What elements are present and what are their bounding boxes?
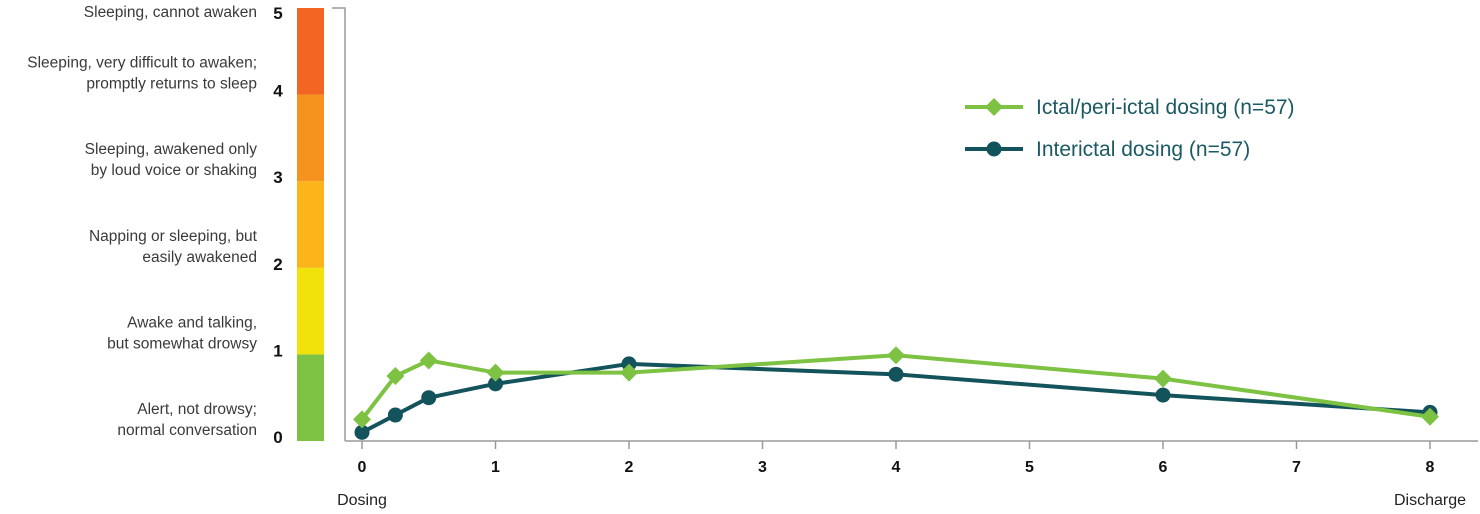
- level-description: Sleeping, very difficult to awaken;: [27, 55, 257, 72]
- level-description: by loud voice or shaking: [91, 162, 257, 179]
- data-point: [488, 376, 503, 392]
- legend-marker: [986, 141, 1002, 157]
- data-point: [888, 366, 904, 382]
- data-point: [1155, 387, 1171, 403]
- y-tick-label: 1: [273, 341, 282, 360]
- series-interictal: [354, 356, 1438, 440]
- series-line: [360, 353, 1431, 421]
- level-description: Napping or sleeping, but: [89, 228, 258, 245]
- y-tick-label: 5: [273, 4, 282, 23]
- level-description: easily awakened: [142, 249, 257, 266]
- level-description: Sleeping, cannot awaken: [84, 4, 257, 21]
- x-tick-label: 5: [1025, 459, 1034, 476]
- legend-label: Interictal dosing (n=57): [1036, 138, 1250, 161]
- x-axis-ticks: 0 1 2 3 4 5 6 7 8 Dosing Discharge: [337, 441, 1466, 509]
- level-description: Sleeping, awakened only: [85, 141, 258, 158]
- data-point: [354, 424, 370, 440]
- x-sublabel-discharge: Discharge: [1394, 492, 1466, 509]
- level-description: but somewhat drowsy: [107, 335, 257, 352]
- level-band-1: [297, 267, 324, 355]
- x-sublabel-dosing: Dosing: [337, 492, 387, 509]
- legend: Ictal/peri-ictal dosing (n=57) Interictal…: [965, 96, 1295, 161]
- level-band-4: [297, 8, 324, 95]
- x-tick-label: 2: [625, 459, 634, 476]
- series: [353, 346, 1439, 440]
- level-description: normal conversation: [117, 422, 257, 439]
- y-tick-label: 0: [273, 428, 282, 447]
- data-point: [887, 346, 905, 365]
- level-description: Alert, not drowsy;: [137, 401, 257, 418]
- x-tick-label: 6: [1159, 459, 1168, 476]
- data-point: [1154, 369, 1172, 388]
- data-point: [386, 367, 405, 386]
- legend-item: Interictal dosing (n=57): [965, 138, 1250, 161]
- legend-item: Ictal/peri-ictal dosing (n=57): [965, 96, 1295, 119]
- drowsiness-level-scale: 0 Alert, not drowsy; normal conversation 1A…: [27, 4, 324, 447]
- y-axis-line: [332, 7, 346, 441]
- data-point: [1421, 407, 1439, 426]
- level-description: promptly returns to sleep: [86, 76, 257, 93]
- y-tick-label: 4: [273, 82, 283, 101]
- x-tick-label: 3: [758, 459, 767, 476]
- x-tick-label: 7: [1292, 459, 1301, 476]
- data-point: [421, 390, 437, 406]
- axes: [332, 7, 1478, 442]
- level-band-2: [297, 181, 324, 268]
- y-tick-label: 3: [273, 168, 282, 187]
- legend-label: Ictal/peri-ictal dosing (n=57): [1036, 96, 1295, 119]
- level-band-0: [297, 354, 324, 441]
- data-point: [353, 410, 371, 429]
- level-description: Awake and talking,: [127, 314, 257, 331]
- x-tick-label: 4: [892, 459, 901, 476]
- data-point: [419, 351, 438, 370]
- series-ictal: [353, 346, 1439, 429]
- legend-marker: [985, 98, 1003, 116]
- y-tick-label: 2: [273, 255, 282, 274]
- data-point: [620, 363, 638, 382]
- data-point: [486, 363, 505, 382]
- level-band-3: [297, 94, 324, 182]
- x-tick-label: 0: [358, 459, 367, 476]
- x-tick-label: 8: [1426, 459, 1435, 476]
- x-tick-label: 1: [491, 459, 500, 476]
- data-point: [387, 407, 403, 423]
